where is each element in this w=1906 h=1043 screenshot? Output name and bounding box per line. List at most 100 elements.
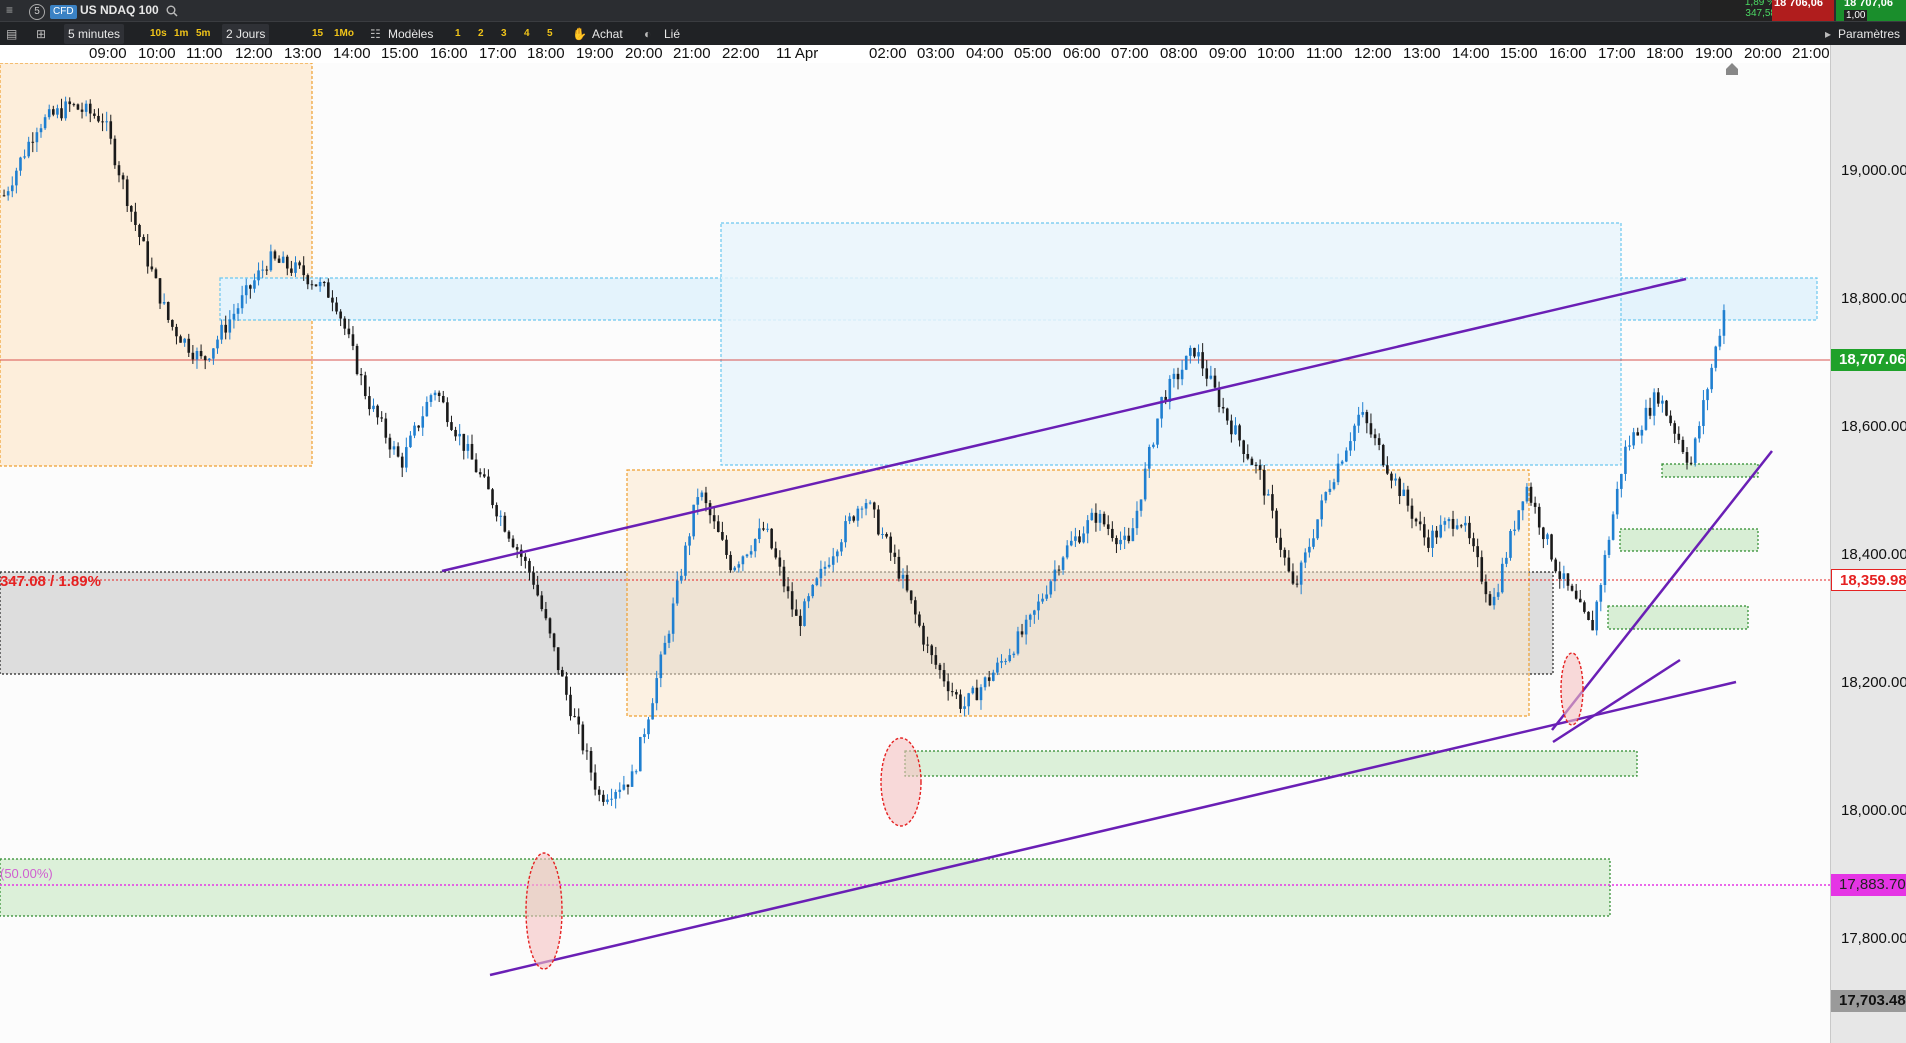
candle-body-down	[762, 528, 765, 530]
candle-body-up	[1546, 534, 1549, 540]
candle-body-up	[1702, 400, 1705, 426]
period-15[interactable]: 15	[312, 28, 324, 39]
candle-body-down	[930, 645, 934, 656]
number-button-5[interactable]: 5	[547, 28, 553, 39]
number-button-4[interactable]: 4	[524, 28, 530, 39]
candle-body-up	[659, 654, 663, 679]
interval-select[interactable]: 5 minutes	[64, 24, 125, 44]
price-tick-18400: 18,400.00	[1841, 546, 1906, 563]
interval-10s[interactable]: 10s	[150, 28, 167, 39]
candle-body-up	[819, 568, 823, 579]
panel-icon[interactable]: ▤	[6, 27, 18, 41]
candle-body-down	[597, 789, 601, 795]
number-button-3[interactable]: 3	[501, 28, 507, 39]
number-button-1[interactable]: 1	[455, 28, 461, 39]
templates-icon[interactable]: ☷	[370, 27, 381, 41]
search-icon[interactable]	[166, 0, 178, 21]
candle-body-down	[721, 531, 724, 540]
interval-1m[interactable]: 1m	[174, 28, 189, 39]
time-tick-label: 10:00	[1257, 45, 1295, 62]
layout-grid-icon[interactable]: ⊞	[36, 27, 47, 41]
hand-buy-icon[interactable]: ✋	[572, 27, 587, 41]
candle-body-up	[232, 313, 236, 320]
candle-body-up	[1492, 596, 1496, 606]
candle-body-down	[1476, 546, 1479, 558]
candle-body-up	[807, 596, 810, 602]
time-tick-label: 03:00	[917, 45, 955, 62]
candle-body-up	[212, 348, 215, 359]
period-1mo[interactable]: 1Mo	[334, 28, 354, 39]
instrument-number-badge: 5	[29, 0, 45, 21]
candle-body-down	[934, 655, 938, 665]
candle-body-up	[811, 585, 814, 597]
candle-body-down	[1254, 464, 1258, 466]
candle-body-up	[458, 433, 461, 437]
price-axis[interactable]: 19,000.00 18,800.00 18,600.00 18,400.00 …	[1830, 45, 1906, 1043]
link-icon[interactable]: ◐	[644, 27, 652, 41]
candle-body-up	[741, 556, 745, 565]
candle-body-down	[1484, 581, 1488, 595]
candle-body-down	[897, 556, 901, 579]
candle-body-up	[409, 435, 412, 448]
candle-body-down	[1529, 486, 1533, 503]
candle-body-up	[680, 575, 683, 581]
candle-body-down	[322, 282, 326, 284]
candle-body-up	[84, 103, 88, 112]
time-tick-label: 02:00	[869, 45, 907, 62]
candle-body-up	[1299, 562, 1303, 585]
candle-body-up	[1320, 500, 1323, 520]
candle-body-down	[355, 345, 359, 375]
candle-body-down	[1414, 518, 1418, 522]
candle-body-down	[343, 318, 347, 329]
sell-price-button[interactable]: 18 706,06	[1772, 0, 1834, 21]
number-button-2[interactable]: 2	[478, 28, 484, 39]
candle-body-up	[216, 339, 219, 349]
settings-icon[interactable]: ▸	[1825, 27, 1832, 41]
candle-body-up	[696, 497, 700, 505]
candle-body-up	[667, 633, 671, 643]
candle-body-up	[1316, 519, 1319, 539]
candle-body-up	[684, 545, 687, 576]
hamburger-menu-icon[interactable]: ≡	[6, 3, 14, 17]
templates-button[interactable]: Modèles	[388, 27, 434, 41]
candle-body-down	[1435, 530, 1438, 538]
candle-body-down	[470, 443, 474, 460]
candle-body-up	[643, 734, 646, 738]
candle-body-down	[729, 554, 732, 571]
settings-button[interactable]: Paramètres	[1838, 27, 1901, 41]
candle-body-up	[47, 109, 51, 118]
candle-body-up	[1513, 529, 1516, 531]
candle-body-up	[1652, 392, 1656, 416]
candle-body-up	[1714, 346, 1718, 368]
candle-body-up	[733, 567, 736, 571]
candle-body-up	[856, 508, 860, 521]
buy-button[interactable]: Achat	[592, 27, 623, 41]
candle-body-down	[790, 591, 794, 610]
candle-body-down	[1533, 502, 1537, 507]
time-tick-label: 14:00	[1452, 45, 1490, 62]
instrument-name[interactable]: US NDAQ 100	[80, 3, 159, 17]
candle-body-down	[1390, 473, 1393, 481]
linked-button[interactable]: Lié	[664, 27, 681, 41]
candle-body-down	[1213, 375, 1217, 388]
time-tick-label: 17:00	[1598, 45, 1636, 62]
candle-body-down	[1291, 571, 1295, 584]
candle-body-down	[1669, 415, 1672, 424]
candle-body-down	[1373, 434, 1377, 439]
candle-body-up	[1049, 581, 1053, 595]
candle-body-down	[1271, 494, 1274, 511]
price-chart[interactable]: 347.08 / 1.89% (50.00%)	[0, 63, 1830, 1043]
interval-5m[interactable]: 5m	[196, 28, 211, 39]
candle-body-up	[27, 141, 30, 157]
candle-body-down	[1587, 611, 1590, 620]
period-select[interactable]: 2 Jours	[222, 24, 270, 44]
low-ellipse-3	[1560, 652, 1584, 726]
candle-body-up	[466, 443, 470, 451]
supply-zone-orange-left	[0, 63, 313, 467]
candle-body-down	[536, 584, 539, 596]
candle-body-up	[1402, 489, 1406, 497]
candle-body-down	[400, 456, 404, 468]
candle-body-down	[1283, 549, 1287, 558]
time-axis[interactable]: 09:00 10:00 11:00 12:00 13:00 14:00 15:00 16:00…	[0, 45, 1830, 64]
candle-body-down	[532, 572, 535, 585]
